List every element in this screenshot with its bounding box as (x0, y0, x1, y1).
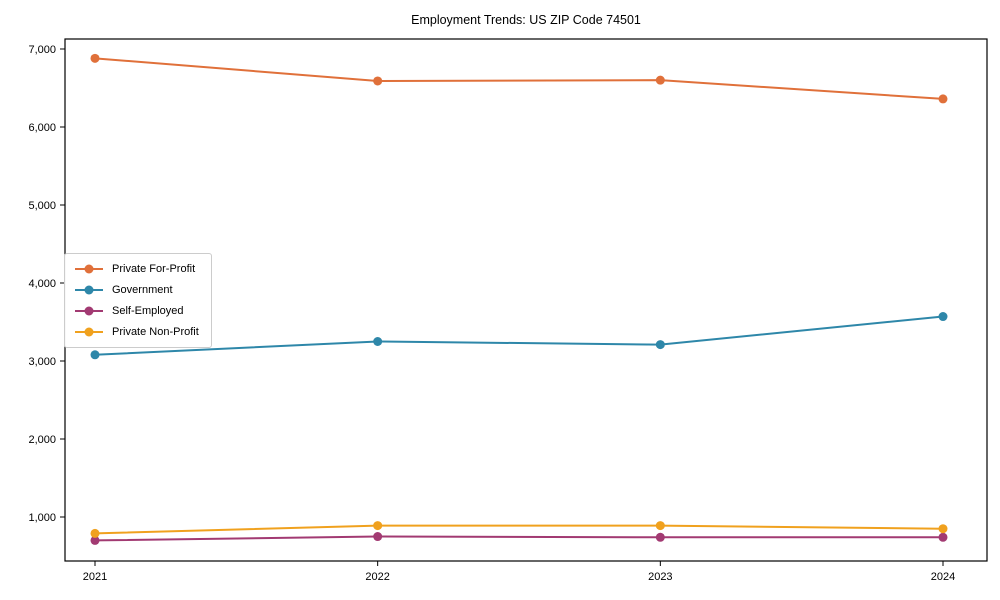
legend-item: Government (74, 282, 199, 298)
y-tick-label: 5,000 (28, 200, 56, 212)
data-point-marker (90, 53, 100, 63)
data-point-marker (938, 524, 948, 534)
data-point-marker (90, 350, 100, 360)
y-tick-label: 1,000 (28, 512, 56, 524)
series-line (94, 535, 943, 542)
legend-item: Self-Employed (74, 303, 199, 319)
x-tick-label: 2021 (83, 571, 107, 583)
data-point-marker (938, 532, 948, 542)
data-point-marker (655, 532, 665, 542)
data-point-marker (373, 336, 383, 346)
x-tick-label: 2023 (648, 571, 672, 583)
y-tick-label: 3,000 (28, 356, 56, 368)
data-point-marker (373, 521, 383, 531)
x-tick-label: 2024 (931, 571, 955, 583)
data-point-marker (373, 532, 383, 542)
series-line (94, 57, 944, 100)
y-tick-label: 4,000 (28, 278, 56, 290)
data-point-marker (938, 312, 948, 322)
legend-marker-icon (75, 264, 103, 274)
legend-item: Private Non-Profit (74, 324, 199, 340)
y-tick-label: 2,000 (28, 434, 56, 446)
data-point-marker (373, 76, 383, 86)
legend-item: Private For-Profit (74, 261, 199, 277)
legend-item-label: Government (112, 284, 173, 296)
data-point-marker (655, 340, 665, 350)
legend-marker-icon (75, 285, 103, 295)
legend-marker-icon (75, 306, 103, 316)
legend: Private For-Profit Government Self-Emplo… (64, 253, 212, 348)
data-point-marker (90, 535, 100, 545)
legend-item-label: Private For-Profit (112, 263, 196, 275)
y-tick-label: 7,000 (28, 44, 56, 56)
series-line (94, 315, 944, 356)
chart-title: Employment Trends: US ZIP Code 74501 (411, 13, 641, 27)
legend-item-label: Self-Employed (112, 305, 184, 317)
data-point-marker (90, 528, 100, 538)
legend-item-label: Private Non-Profit (112, 326, 199, 338)
x-tick-label: 2022 (365, 571, 389, 583)
series-line (94, 524, 944, 535)
y-tick-label: 6,000 (28, 122, 56, 134)
data-point-marker (655, 75, 665, 85)
legend-marker-icon (75, 327, 103, 337)
data-point-marker (938, 94, 948, 104)
data-point-marker (655, 521, 665, 531)
